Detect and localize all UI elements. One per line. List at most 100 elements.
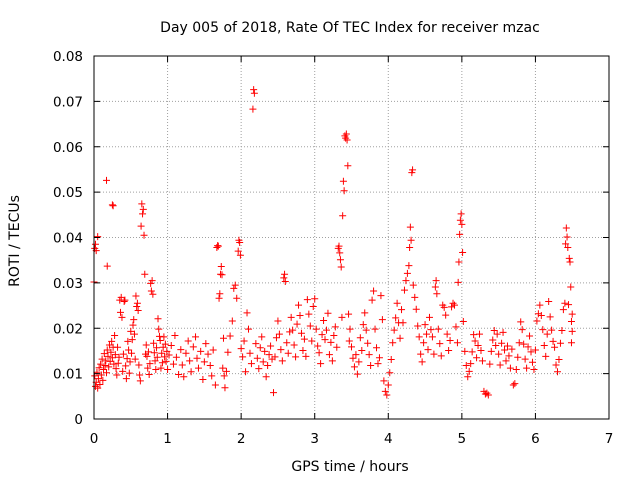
y-tick-label: 0.06 xyxy=(53,140,83,156)
data-point xyxy=(219,364,227,372)
data-point xyxy=(302,352,310,360)
data-point xyxy=(412,305,420,313)
data-point xyxy=(138,200,146,208)
data-point xyxy=(184,337,192,345)
data-point xyxy=(182,349,190,357)
x-tick-label: 0 xyxy=(90,431,99,447)
data-point xyxy=(430,350,438,358)
data-point xyxy=(156,337,164,345)
data-point xyxy=(398,306,406,314)
data-point xyxy=(392,314,400,322)
data-point xyxy=(228,317,236,325)
data-point xyxy=(328,357,336,365)
data-point xyxy=(352,351,360,359)
data-point xyxy=(478,357,486,365)
data-point xyxy=(233,294,241,302)
data-point xyxy=(167,341,175,349)
data-point xyxy=(370,287,378,295)
data-point xyxy=(131,355,139,363)
data-point xyxy=(364,339,372,347)
data-point xyxy=(565,301,573,309)
data-point xyxy=(91,240,99,248)
data-point xyxy=(247,360,255,368)
data-point xyxy=(506,364,514,372)
data-point xyxy=(534,310,542,318)
data-point xyxy=(489,336,497,344)
data-point xyxy=(240,337,248,345)
chart-title: Day 005 of 2018, Rate Of TEC Index for r… xyxy=(160,20,540,36)
data-point xyxy=(551,343,559,351)
data-point xyxy=(459,317,467,325)
data-point xyxy=(149,290,157,298)
data-point xyxy=(289,326,297,334)
data-point xyxy=(425,313,433,321)
data-point xyxy=(104,352,112,360)
data-point xyxy=(103,176,111,184)
data-point xyxy=(373,344,381,352)
data-point xyxy=(548,326,556,334)
data-point xyxy=(234,247,242,255)
x-tick-label: 1 xyxy=(163,431,172,447)
data-point xyxy=(94,233,102,241)
data-point xyxy=(115,353,123,361)
data-point xyxy=(108,337,116,345)
data-point xyxy=(527,348,535,356)
data-point xyxy=(108,354,116,362)
data-point xyxy=(386,369,394,377)
data-point xyxy=(552,361,560,369)
data-point xyxy=(305,310,313,318)
data-point xyxy=(405,262,413,270)
data-point xyxy=(336,249,344,257)
data-point xyxy=(192,333,200,341)
y-tick-label: 0 xyxy=(74,412,83,428)
data-point xyxy=(97,371,105,379)
data-point xyxy=(434,325,442,333)
data-point xyxy=(154,315,162,323)
data-point xyxy=(119,350,127,358)
data-point xyxy=(280,274,288,282)
data-point xyxy=(515,339,523,347)
data-point xyxy=(106,357,114,365)
data-point xyxy=(554,368,561,376)
data-point xyxy=(157,364,165,372)
data-point xyxy=(236,238,244,246)
data-point xyxy=(445,346,453,354)
data-point xyxy=(120,297,128,305)
data-point xyxy=(443,330,451,338)
data-point xyxy=(358,346,366,354)
data-point xyxy=(139,205,147,213)
data-point xyxy=(540,341,548,349)
data-point xyxy=(502,357,510,365)
data-point xyxy=(299,346,307,354)
data-point xyxy=(474,341,482,349)
data-point xyxy=(384,381,392,389)
data-point xyxy=(442,311,450,319)
data-point xyxy=(455,258,463,266)
data-point xyxy=(321,336,329,344)
data-point xyxy=(152,366,160,374)
data-point xyxy=(318,331,326,339)
data-point xyxy=(217,263,225,271)
data-point xyxy=(105,363,113,371)
data-point xyxy=(100,350,108,358)
data-point xyxy=(265,351,273,359)
data-point xyxy=(566,258,574,266)
data-point xyxy=(222,367,230,375)
data-point xyxy=(330,332,338,340)
data-point xyxy=(503,342,511,350)
data-point xyxy=(110,360,118,368)
data-point xyxy=(420,339,428,347)
data-point xyxy=(331,323,339,331)
data-point xyxy=(342,130,350,138)
data-point xyxy=(453,339,461,347)
data-point xyxy=(451,301,458,309)
data-point xyxy=(126,358,134,366)
grid-lines xyxy=(94,56,609,419)
data-point xyxy=(342,134,350,142)
data-point xyxy=(186,357,194,365)
data-point xyxy=(187,368,195,376)
data-point xyxy=(545,297,553,305)
data-point xyxy=(162,357,170,365)
data-point xyxy=(284,349,292,357)
data-point xyxy=(161,353,169,361)
